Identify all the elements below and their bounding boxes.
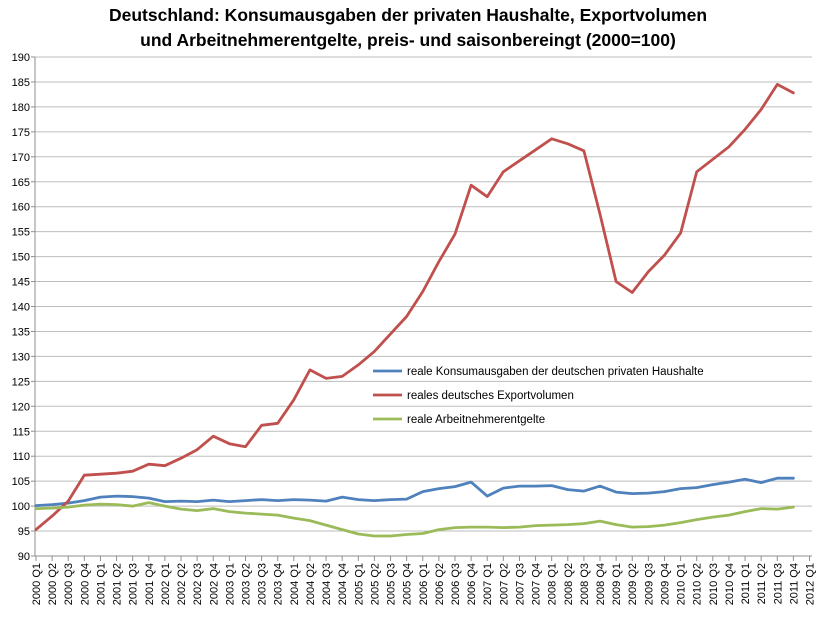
x-axis-label: 2009 Q3 [643, 563, 655, 605]
y-axis-label: 115 [12, 426, 30, 438]
x-axis-label: 2001 Q3 [128, 563, 140, 605]
x-axis-label: 2011 Q2 [756, 563, 768, 604]
x-axis-label: 2000 Q2 [47, 563, 59, 605]
y-axis-label: 90 [18, 551, 30, 563]
x-axis-label: 2002 Q4 [208, 563, 220, 605]
y-axis-label: 160 [12, 202, 30, 214]
series-line-2 [34, 501, 795, 538]
y-axis-label: 105 [12, 476, 30, 488]
x-axis-label: 2004 Q4 [337, 563, 349, 605]
chart-title-line2: und Arbeitnehmerentgelte, preis- und sai… [140, 30, 676, 50]
x-axis-label: 2004 Q2 [305, 563, 317, 605]
y-axis-label: 165 [12, 177, 30, 189]
x-axis-label: 2005 Q4 [402, 563, 414, 605]
legend-label-2: reale Arbeitnehmerentgelte [407, 414, 545, 426]
x-axis-label: 2011 Q4 [788, 563, 800, 604]
y-axis-label: 145 [12, 277, 30, 289]
y-axis-label: 155 [12, 227, 30, 239]
x-axis-label: 2010 Q2 [692, 563, 704, 605]
x-axis-label: 2007 Q3 [514, 563, 526, 605]
x-axis-label: 2003 Q4 [273, 563, 285, 605]
y-axis-label: 190 [12, 52, 30, 64]
chart-title-line1: Deutschland: Konsumausgaben der privaten… [108, 5, 708, 25]
y-axis-label: 100 [12, 501, 30, 513]
x-axis-label: 2002 Q2 [176, 563, 188, 605]
x-axis-label: 2000 Q4 [79, 563, 91, 605]
y-axis-label: 95 [18, 526, 30, 538]
x-axis-label: 2003 Q3 [257, 563, 269, 605]
x-axis-label: 2011 Q3 [772, 563, 784, 604]
y-axis-label: 135 [12, 326, 30, 338]
y-axis-label: 110 [12, 451, 30, 463]
x-axis-label: 2006 Q2 [434, 563, 446, 605]
x-axis-label: 2008 Q4 [595, 563, 607, 605]
series-line-0 [34, 476, 795, 508]
x-axis-label: 2005 Q1 [353, 563, 365, 605]
x-axis-label: 2012 Q1 [805, 563, 816, 605]
x-axis-label: 2009 Q4 [659, 563, 671, 605]
x-axis-label: 2003 Q1 [224, 563, 236, 605]
x-axis-label: 2010 Q1 [676, 563, 688, 605]
x-axis-label: 2009 Q2 [627, 563, 639, 605]
chart-title: Deutschland: Konsumausgaben der privaten… [0, 3, 816, 53]
x-axis-label: 2010 Q3 [708, 563, 720, 605]
y-axis-label: 180 [12, 102, 30, 114]
x-axis-label: 2002 Q3 [192, 563, 204, 605]
x-axis-label: 2007 Q4 [531, 563, 543, 605]
x-axis-label: 2003 Q2 [240, 563, 252, 605]
x-axis-label: 2004 Q1 [289, 563, 301, 605]
x-axis-label: 2007 Q1 [482, 563, 494, 605]
y-axis-label: 130 [12, 351, 30, 363]
x-axis-label: 2000 Q3 [63, 563, 75, 605]
x-axis-label: 2005 Q2 [369, 563, 381, 605]
x-axis-label: 2001 Q1 [95, 563, 107, 605]
x-axis-label: 2008 Q1 [547, 563, 559, 605]
x-axis-label: 2000 Q1 [31, 563, 43, 605]
x-axis-label: 2002 Q1 [160, 563, 172, 605]
x-axis-label: 2008 Q2 [563, 563, 575, 605]
x-axis-label: 2004 Q3 [321, 563, 333, 605]
x-axis-label: 2008 Q3 [579, 563, 591, 605]
x-axis-label: 2009 Q1 [611, 563, 623, 605]
x-axis-label: 2006 Q4 [466, 563, 478, 605]
x-axis-label: 2006 Q3 [450, 563, 462, 605]
x-axis-label: 2007 Q2 [498, 563, 510, 605]
y-axis-label: 125 [12, 376, 30, 388]
legend-label-1: reales deutsches Exportvolumen [407, 390, 574, 402]
x-axis-label: 2005 Q3 [386, 563, 398, 605]
series-line-1 [34, 83, 795, 531]
x-axis-label: 2001 Q4 [144, 563, 156, 605]
x-axis-label: 2006 Q1 [418, 563, 430, 605]
x-axis-label: 2011 Q1 [740, 563, 752, 604]
x-axis-label: 2001 Q2 [112, 563, 124, 605]
y-axis-label: 170 [12, 152, 30, 164]
y-axis-label: 120 [12, 401, 30, 413]
y-axis-label: 150 [12, 252, 30, 264]
x-axis-label: 2010 Q4 [724, 563, 736, 605]
y-axis-label: 140 [12, 302, 30, 314]
y-axis-label: 175 [12, 127, 30, 139]
y-axis-label: 185 [12, 77, 30, 89]
legend-label-0: reale Konsumausgaben der deutschen priva… [407, 366, 704, 378]
